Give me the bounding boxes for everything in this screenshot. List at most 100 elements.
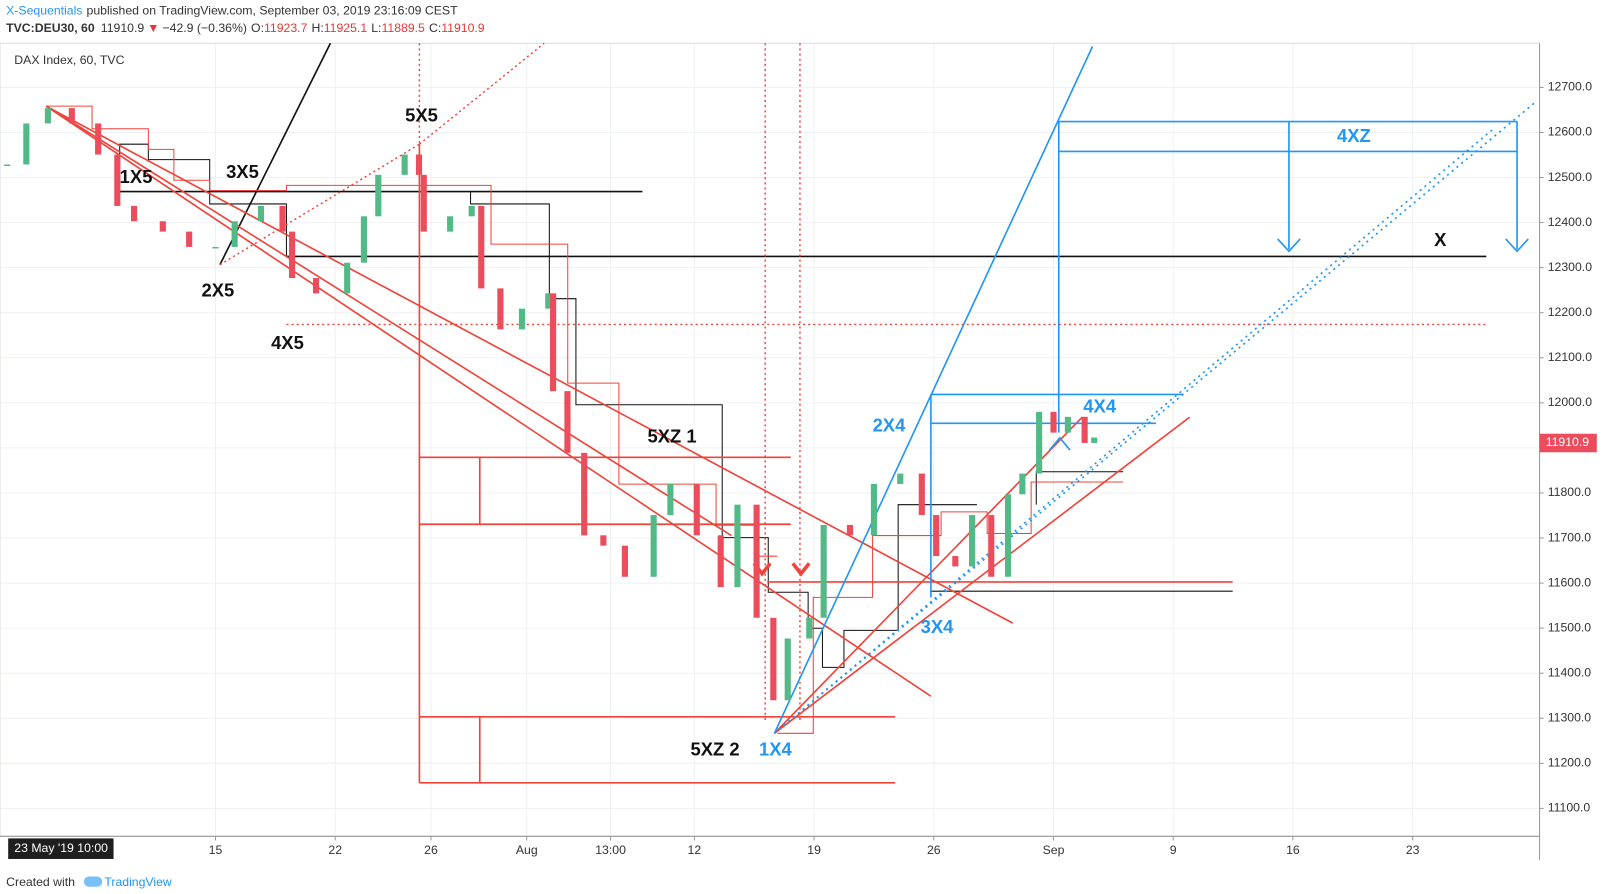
candle xyxy=(770,617,777,701)
y-tick-label: 12600.0 xyxy=(1548,125,1592,139)
crosshair-badge xyxy=(8,838,114,859)
candle xyxy=(1050,411,1057,433)
candles xyxy=(4,108,1098,701)
y-tick-label: 11500.0 xyxy=(1548,620,1592,634)
candle xyxy=(360,216,368,263)
candle xyxy=(289,231,296,279)
annotation: 1X5 xyxy=(120,166,153,187)
candle xyxy=(44,108,51,124)
candle xyxy=(257,205,265,222)
candle xyxy=(870,483,877,536)
x-tick-label: 9 xyxy=(1170,843,1177,857)
y-tick-label: 11600.0 xyxy=(1548,575,1592,589)
annotation: 5X5 xyxy=(405,104,438,125)
low-label: L: xyxy=(371,21,381,35)
open-label: O: xyxy=(251,21,264,35)
candle xyxy=(1004,494,1012,577)
annotations: 1X5 2X5 3X5 4X5 5X5 5XZ 1 5XZ 2 1X4 2X4 … xyxy=(120,104,1447,760)
candle xyxy=(667,483,674,516)
last-price-label: 11910.9 xyxy=(1546,435,1590,449)
candle xyxy=(564,391,571,453)
candle xyxy=(988,515,995,577)
candle xyxy=(114,154,121,206)
header-line: X-Sequentials published on TradingView.co… xyxy=(6,4,458,18)
x-tick-label: 12 xyxy=(688,843,702,857)
candle xyxy=(734,504,741,588)
annotation: 1X4 xyxy=(759,739,792,760)
footer-brand[interactable]: TradingView xyxy=(104,875,172,889)
symbol: TVC:DEU30, 60 xyxy=(6,21,95,35)
grid xyxy=(0,43,1540,837)
y-tick-label: 12500.0 xyxy=(1548,170,1592,184)
candle xyxy=(1036,411,1043,474)
candle xyxy=(4,164,11,167)
candle xyxy=(212,246,219,249)
x-tick-label: 26 xyxy=(927,843,941,857)
x-tick-label: 15 xyxy=(209,843,223,857)
annotation: 3X5 xyxy=(226,161,259,182)
candle xyxy=(401,154,408,175)
drawings xyxy=(45,42,1535,784)
annotation: 4X4 xyxy=(1083,396,1116,417)
candle xyxy=(518,308,526,330)
annotation: 5XZ 2 xyxy=(690,739,739,760)
x-tick-label: 19 xyxy=(807,843,821,857)
y-tick-label: 11200.0 xyxy=(1548,756,1592,770)
candle xyxy=(1081,416,1088,443)
candle xyxy=(420,174,427,232)
candle xyxy=(820,524,827,618)
change: −42.9 (−0.36%) xyxy=(162,21,246,35)
annotation: X xyxy=(1434,229,1447,250)
candle xyxy=(131,205,138,222)
x-tick-label: 22 xyxy=(328,843,342,857)
candle xyxy=(186,231,193,247)
candle xyxy=(279,205,286,232)
y-tick-label: 12700.0 xyxy=(1548,80,1592,94)
candle xyxy=(806,617,813,639)
last: 11910.9 xyxy=(101,21,145,35)
y-tick-label: 12000.0 xyxy=(1548,395,1592,409)
candle xyxy=(23,123,30,165)
candle xyxy=(478,205,485,289)
x-tick-label: 16 xyxy=(1286,843,1300,857)
candle xyxy=(650,515,657,577)
candle xyxy=(621,545,628,577)
x-tick-label: 26 xyxy=(424,843,438,857)
y-tick-label: 12400.0 xyxy=(1548,215,1592,229)
candle xyxy=(375,174,382,217)
candle xyxy=(95,123,102,155)
candle xyxy=(1019,473,1026,495)
candle xyxy=(897,473,904,484)
annotation: 5XZ 1 xyxy=(648,426,697,447)
y-tick-label: 11800.0 xyxy=(1548,485,1592,499)
y-tick-label: 12200.0 xyxy=(1548,305,1592,319)
y-tick-label: 11100.0 xyxy=(1548,801,1591,815)
candle xyxy=(784,638,791,701)
candle xyxy=(753,504,760,618)
annotation: 4XZ xyxy=(1337,125,1371,146)
annotation: 2X4 xyxy=(873,414,906,435)
candle xyxy=(159,221,166,232)
candle xyxy=(933,515,940,557)
annotation: 2X5 xyxy=(202,279,235,300)
close: 11910.9 xyxy=(441,21,485,35)
crosshair-label: 23 May '19 10:00 xyxy=(14,841,108,855)
y-tick-label: 12100.0 xyxy=(1548,350,1592,364)
candle xyxy=(600,535,607,546)
y-tick-label: 11400.0 xyxy=(1548,665,1592,679)
candle xyxy=(918,473,925,516)
y-tick-label: 12300.0 xyxy=(1548,260,1592,274)
x-tick-label: 13:00 xyxy=(595,843,626,857)
chart-title: DAX Index, 60, TVC xyxy=(14,53,124,67)
x-tick-label: 23 xyxy=(1406,843,1420,857)
author[interactable]: X-Sequentials xyxy=(6,4,82,18)
low: 11889.5 xyxy=(381,21,425,35)
last-price-badge xyxy=(1539,433,1597,453)
candle xyxy=(846,524,854,536)
candle xyxy=(693,483,700,536)
arrow: ▼ xyxy=(147,21,159,35)
x-tick-label: Aug xyxy=(516,843,538,857)
published: published on TradingView.com, September … xyxy=(87,4,459,18)
